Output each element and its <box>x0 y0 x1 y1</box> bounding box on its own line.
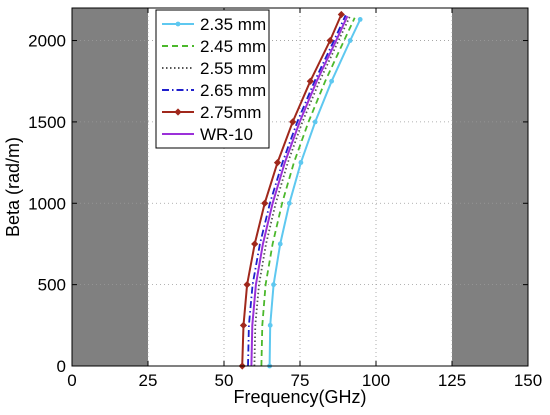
x-tick-label: 100 <box>362 371 390 390</box>
legend-item-2: 2.55 mm <box>162 59 266 78</box>
data-point <box>251 240 259 248</box>
data-point <box>286 200 292 206</box>
data-point <box>261 199 269 207</box>
legend-label: WR-10 <box>200 125 253 144</box>
x-tick-label: 125 <box>438 371 466 390</box>
legend-item-4: 2.75mm <box>162 103 261 122</box>
legend-label: 2.55 mm <box>200 59 266 78</box>
series-3 <box>247 14 347 367</box>
data-point <box>267 322 273 328</box>
data-point <box>306 77 314 85</box>
y-tick-label: 1500 <box>28 113 66 132</box>
series-5 <box>250 15 349 367</box>
legend-item-1: 2.45 mm <box>162 37 266 56</box>
y-tick-label: 0 <box>57 357 66 376</box>
data-point <box>239 321 248 329</box>
series-2 <box>253 16 351 367</box>
data-point <box>312 119 318 125</box>
x-axis-title: Frequency(GHz) <box>233 387 366 407</box>
legend-label: 2.35 mm <box>200 15 266 34</box>
data-point <box>271 282 276 288</box>
data-point <box>243 281 251 289</box>
legend-marker <box>174 108 182 116</box>
series-line-2 <box>253 16 351 367</box>
legend-box <box>155 9 270 149</box>
y-tick-label: 2000 <box>28 32 66 51</box>
data-point <box>347 38 353 43</box>
x-tick-label: 50 <box>215 371 234 390</box>
series-line-1 <box>260 17 356 367</box>
legend-label: 2.45 mm <box>200 37 266 56</box>
x-tick-label: 25 <box>139 371 158 390</box>
legend-label: 2.65 mm <box>200 81 266 100</box>
y-axis-title: Beta (rad/m) <box>3 137 23 237</box>
data-point <box>273 158 282 167</box>
y-tick-label: 500 <box>38 276 66 295</box>
data-point <box>337 10 345 19</box>
series-line-3 <box>247 14 347 367</box>
data-point <box>277 241 283 247</box>
series-0 <box>267 16 363 369</box>
x-tick-label: 0 <box>67 371 76 390</box>
shaded-regions <box>72 8 528 366</box>
legend-label: 2.75mm <box>200 103 261 122</box>
data-point <box>289 118 297 126</box>
y-tick-label: 1000 <box>28 194 66 213</box>
data-point <box>326 36 334 45</box>
series-lines <box>238 10 363 370</box>
x-tick-label: 150 <box>514 371 542 390</box>
shaded-region-1 <box>452 8 528 366</box>
data-point <box>298 160 304 165</box>
series-1 <box>260 17 356 367</box>
legend-marker <box>175 21 181 27</box>
series-line-0 <box>268 18 362 367</box>
shaded-region-0 <box>72 8 148 366</box>
legend-item-3: 2.65 mm <box>162 81 266 100</box>
x-tick-label: 75 <box>291 371 310 390</box>
legend: 2.35 mm 2.45 mm 2.55 mm 2.65 mm 2.75mm WR-10 <box>155 9 270 149</box>
series-line-5 <box>250 15 349 367</box>
series-line-4 <box>241 14 343 367</box>
legend-item-0: 2.35 mm <box>162 15 266 34</box>
axis-ticks <box>71 8 529 367</box>
legend-item-5: WR-10 <box>162 125 253 144</box>
data-point <box>329 78 335 84</box>
data-point <box>357 16 363 22</box>
